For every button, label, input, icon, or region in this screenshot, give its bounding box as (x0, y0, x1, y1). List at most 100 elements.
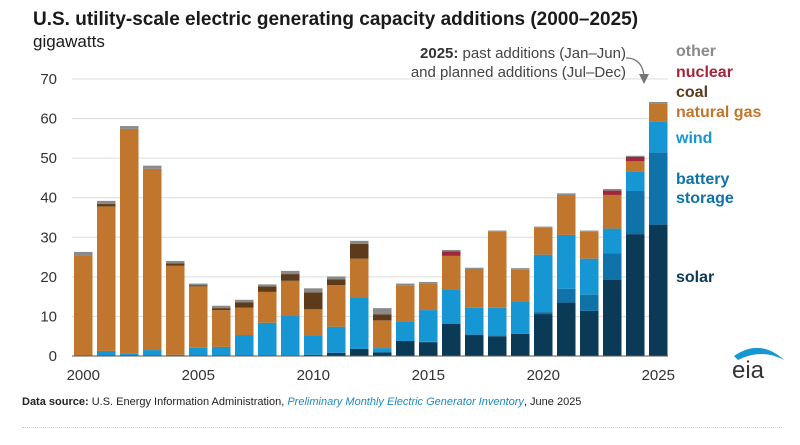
bar-solar-2014 (396, 340, 415, 356)
footer-divider (22, 427, 782, 428)
bar-other-2006 (212, 305, 231, 309)
y-tick-label: 20 (40, 269, 57, 286)
bar-natural-gas-2024 (626, 161, 645, 172)
legend-wind: wind (676, 130, 713, 147)
bar-stack-2003 (143, 165, 162, 356)
bar-other-2012 (350, 240, 369, 245)
bar-battery-storage-2016 (442, 323, 461, 324)
bar-natural-gas-2006 (212, 310, 231, 347)
y-axis-ticks: 0 10 20 30 40 50 60 70 (40, 71, 57, 365)
bar-wind-2023 (603, 228, 622, 254)
bar-battery-storage-2018 (488, 335, 507, 337)
bar-other-2019 (511, 268, 530, 270)
y-tick-label: 10 (40, 308, 57, 325)
bar-wind-2014 (396, 321, 415, 341)
bar-wind-2017 (465, 307, 484, 335)
eia-logo: eia (732, 347, 784, 382)
source-suffix: , June 2025 (523, 396, 582, 408)
bar-stack-2023 (603, 189, 622, 356)
bar-wind-2022 (580, 258, 599, 295)
x-tick-label: 2000 (67, 367, 100, 384)
bar-coal-2008 (258, 286, 277, 292)
bar-natural-gas-2000 (74, 255, 93, 356)
bar-natural-gas-2017 (465, 268, 484, 308)
bar-natural-gas-2015 (419, 283, 438, 311)
bar-coal-2011 (327, 279, 346, 286)
bar-stack-2006 (212, 305, 231, 356)
bar-wind-2013 (373, 348, 392, 353)
bar-other-2001 (97, 200, 116, 205)
bar-nuclear-2016 (442, 251, 461, 256)
bar-other-2002 (120, 126, 139, 129)
bar-wind-2001 (97, 350, 116, 356)
bar-solar-2013 (373, 352, 392, 356)
bar-natural-gas-2021 (557, 194, 576, 235)
logo-text: eia (732, 357, 765, 382)
bar-solar-2020 (534, 314, 553, 356)
y-tick-label: 70 (40, 71, 57, 88)
bar-stack-2007 (235, 299, 254, 356)
bar-stack-2014 (396, 283, 415, 356)
bar-stack-2001 (97, 200, 116, 356)
bar-stack-2005 (189, 283, 208, 356)
bar-other-2004 (166, 261, 185, 264)
y-tick-label: 0 (49, 348, 57, 365)
bar-wind-2021 (557, 234, 576, 289)
bar-stack-2010 (304, 288, 323, 356)
bar-other-2021 (557, 193, 576, 195)
bar-stack-2012 (350, 240, 369, 356)
legend-natural-gas: natural gas (676, 104, 762, 121)
bar-wind-2003 (143, 350, 162, 356)
bar-solar-2023 (603, 279, 622, 356)
bar-other-2023 (603, 189, 622, 191)
x-tick-label: 2020 (527, 367, 560, 384)
bar-wind-2012 (350, 297, 369, 349)
bar-wind-2006 (212, 346, 231, 356)
bar-solar-2015 (419, 342, 438, 356)
bar-solar-2017 (465, 335, 484, 356)
source-text: U.S. Energy Information Administration, (88, 396, 288, 408)
bar-wind-2010 (304, 335, 323, 355)
bar-natural-gas-2023 (603, 194, 622, 229)
bar-stack-2015 (419, 282, 438, 356)
bar-coal-2005 (189, 285, 208, 287)
bar-natural-gas-2022 (580, 231, 599, 259)
bar-other-2013 (373, 308, 392, 315)
y-tick-label: 30 (40, 229, 57, 246)
bar-solar-2010 (304, 354, 323, 356)
bar-stack-2002 (120, 126, 139, 356)
bar-other-2025 (649, 101, 668, 104)
bar-wind-2008 (258, 322, 277, 356)
bar-natural-gas-2016 (442, 255, 461, 290)
source-link[interactable]: Preliminary Monthly Electric Generator I… (287, 396, 524, 408)
legend-battery: battery (676, 171, 730, 188)
legend-solar: solar (676, 269, 715, 286)
bar-coal-2007 (235, 302, 254, 308)
bar-natural-gas-2025 (649, 103, 668, 122)
bar-other-2010 (304, 288, 323, 293)
bar-stack-2011 (327, 276, 346, 356)
bar-wind-2007 (235, 335, 254, 356)
legend-storage: storage (676, 190, 734, 207)
bar-battery-storage-2022 (580, 294, 599, 311)
bar-coal-2012 (350, 244, 369, 259)
y-tick-label: 40 (40, 190, 57, 207)
bar-other-2016 (442, 249, 461, 252)
bar-coal-2004 (166, 263, 185, 266)
bar-wind-2002 (120, 353, 139, 356)
bar-stack-2016 (442, 249, 461, 356)
bar-coal-2006 (212, 308, 231, 311)
bar-solar-2021 (557, 302, 576, 356)
legend-nuclear: nuclear (676, 64, 733, 81)
bar-other-2003 (143, 165, 162, 169)
bar-natural-gas-2008 (258, 291, 277, 323)
bar-other-2020 (534, 226, 553, 228)
bar-wind-2011 (327, 326, 346, 353)
bar-nuclear-2024 (626, 156, 645, 162)
bar-natural-gas-2020 (534, 227, 553, 255)
y-tick-label: 50 (40, 150, 57, 167)
bar-natural-gas-2003 (143, 168, 162, 351)
bar-wind-2015 (419, 310, 438, 342)
bar-stack-2024 (626, 155, 645, 356)
source-label: Data source: (22, 396, 89, 408)
